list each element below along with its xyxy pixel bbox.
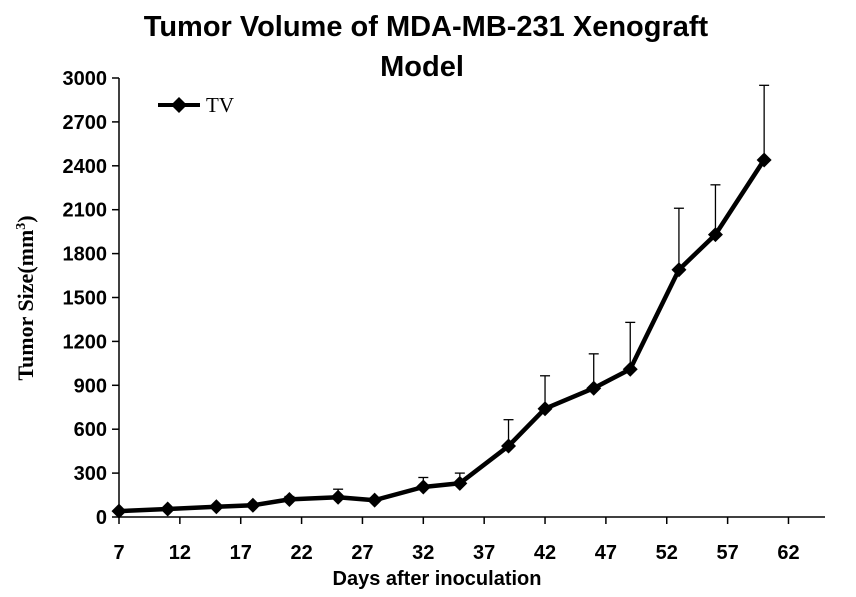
y-tick-label: 3000 xyxy=(63,68,108,90)
y-tick-label: 1800 xyxy=(63,244,108,266)
y-tick-label: 2700 xyxy=(63,112,108,134)
y-tick-label: 1200 xyxy=(63,331,108,353)
data-point xyxy=(415,479,431,495)
x-tick-labels: 7 12 17 22 27 32 37 42 47 52 57 62 xyxy=(113,542,799,564)
data-point xyxy=(281,491,297,507)
x-tick-label: 7 xyxy=(113,542,124,564)
x-tick-label: 12 xyxy=(169,542,191,564)
data-point xyxy=(208,499,224,515)
legend: TV xyxy=(158,93,234,117)
x-tick-label: 37 xyxy=(473,542,495,564)
y-tick-label: 900 xyxy=(74,375,107,397)
x-tick-label: 22 xyxy=(290,542,312,564)
x-tick-label: 47 xyxy=(595,542,617,564)
data-point xyxy=(586,380,602,396)
data-point xyxy=(756,152,772,168)
x-tick-label: 52 xyxy=(656,542,678,564)
x-tick-label: 57 xyxy=(716,542,738,564)
y-tick-label: 2400 xyxy=(63,156,108,178)
y-tick-label: 0 xyxy=(96,507,107,529)
y-tick-label: 300 xyxy=(74,463,107,485)
data-point xyxy=(452,475,468,491)
x-axis-label: Days after inoculation xyxy=(333,568,542,590)
data-point xyxy=(245,497,261,513)
x-tick-label: 42 xyxy=(534,542,556,564)
y-tick-labels: 0 300 600 900 1200 1500 1800 2100 2400 2700 3000 xyxy=(63,68,108,529)
data-point xyxy=(622,361,638,377)
data-point xyxy=(160,501,176,517)
data-point xyxy=(330,489,346,505)
data-point xyxy=(671,262,687,278)
x-tick-label: 27 xyxy=(351,542,373,564)
x-tick-label: 17 xyxy=(230,542,252,564)
chart-title-line1: Tumor Volume of MDA-MB-231 Xenograft xyxy=(144,11,709,43)
series-group xyxy=(111,152,772,519)
x-tick-label: 62 xyxy=(777,542,799,564)
series-line-tv xyxy=(118,158,766,514)
data-point xyxy=(111,503,127,519)
data-point xyxy=(537,401,553,417)
axes xyxy=(112,77,825,524)
y-tick-label: 1500 xyxy=(63,288,108,310)
y-axis-label-superscript: 3 xyxy=(14,223,29,230)
x-tick-label: 32 xyxy=(412,542,434,564)
y-axis-label: Tumor Size(mm3) xyxy=(13,215,38,380)
data-point xyxy=(501,438,517,454)
chart-title-line2: Model xyxy=(380,51,464,83)
legend-marker xyxy=(171,97,187,113)
data-point xyxy=(367,492,383,508)
error-bars xyxy=(284,84,770,501)
y-axis-label-main: Tumor Size(mm xyxy=(13,230,38,381)
y-tick-label: 2100 xyxy=(63,200,108,222)
y-tick-label: 600 xyxy=(74,419,107,441)
legend-label-tv: TV xyxy=(206,93,234,117)
data-point xyxy=(707,227,723,243)
y-axis-label-close: ) xyxy=(13,215,38,222)
